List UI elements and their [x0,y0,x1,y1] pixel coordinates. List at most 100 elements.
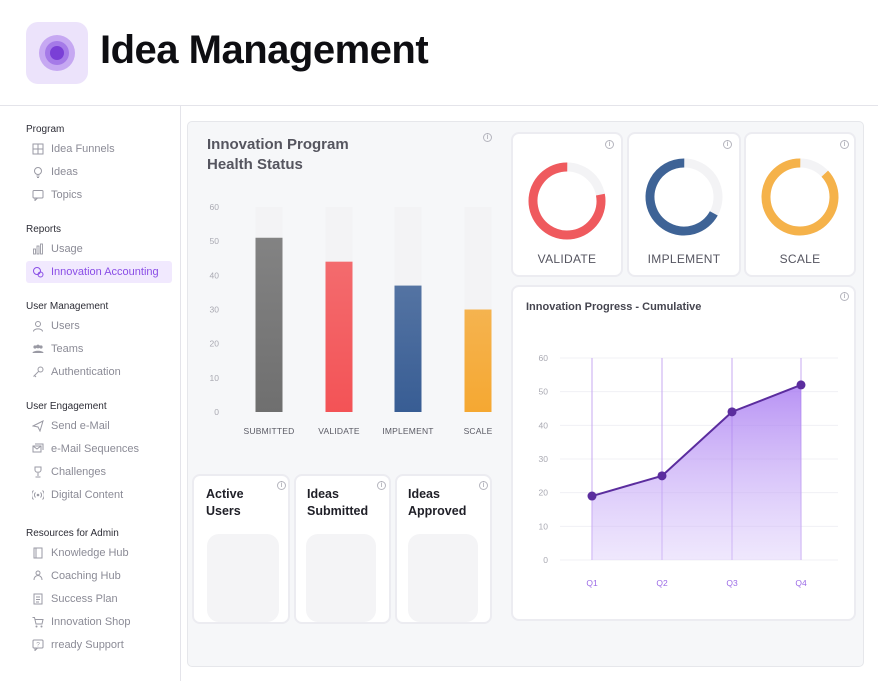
sidebar-item-users[interactable]: Users [26,315,172,337]
y-tick-label: 60 [210,202,220,212]
sidebar-item-label: Challenges [51,466,107,478]
sidebar-item-usage[interactable]: Usage [26,238,172,260]
book-icon [32,547,44,559]
x-tick-label: IMPLEMENT [382,426,433,436]
sidebar-item-coaching-hub[interactable]: Coaching Hub [26,565,172,587]
y-tick-label: 10 [210,373,220,383]
x-tick-label: SUBMITTED [244,426,295,436]
chat-icon [32,189,44,202]
y-tick-label: 0 [214,407,219,417]
stat-title-active-users: Active Users [206,487,244,518]
sidebar-section-user-engagement: User Engagement [26,401,107,412]
health-status-bar-chart: 0 10 20 30 40 50 60 SUBMITTED VALIDATE IMPLEMENT S… [210,202,493,436]
donut-label-implement: IMPLEMENT [647,252,721,266]
mail-sequence-icon [32,443,44,455]
sidebar-item-teams[interactable]: Teams [26,338,172,360]
y-tick-label: 20 [539,488,549,498]
sidebar-item-label: Ideas [51,166,78,178]
sidebar-section-user-management: User Management [26,301,109,312]
innovation-progress-title: Innovation Progress - Cumulative [526,301,702,313]
sidebar-item-label: Digital Content [51,489,124,501]
data-point-q1 [587,491,597,501]
y-tick-label: 30 [539,454,549,464]
info-icon[interactable]: i [277,481,286,490]
area-line [591,384,802,497]
sidebar-item-send-email[interactable]: Send e-Mail [26,415,172,437]
sidebar-item-label: e-Mail Sequences [51,443,140,455]
svg-text:?: ? [36,642,40,649]
sidebar-item-label: rready Support [51,639,124,651]
lightbulb-icon [32,166,44,178]
donut-arc-validate [528,162,606,240]
broadcast-icon [31,489,45,501]
bar-scale [464,309,492,412]
stat-value-placeholder [306,534,376,622]
sidebar-item-innovation-accounting[interactable]: Innovation Accounting [26,261,172,283]
sidebar-item-authentication[interactable]: Authentication [26,361,172,383]
stat-title-ideas-submitted: Ideas Submitted [307,487,369,518]
sidebar-item-label: Users [51,320,80,332]
sidebar-item-ideas[interactable]: Ideas [26,161,172,183]
info-icon[interactable]: i [605,140,614,149]
sidebar-item-digital-content[interactable]: Digital Content [26,484,172,506]
donut-label-scale: SCALE [779,252,821,266]
sidebar-section-program: Program [26,124,65,135]
sidebar [0,106,181,681]
data-point-q4 [796,380,806,390]
info-icon[interactable]: i [840,140,849,149]
cart-icon [32,616,44,628]
coaching-icon [32,570,44,582]
user-icon [32,320,44,332]
sidebar-section-reports: Reports [26,224,62,235]
innovation-progress-area-chart: 0 10 20 30 40 50 60 Q1 Q2 Q3 Q4 [539,353,838,588]
sidebar-item-label: Coaching Hub [51,570,121,582]
data-point-q2 [657,471,667,481]
sidebar-item-success-plan[interactable]: Success Plan [26,588,172,610]
sidebar-item-label: Topics [51,189,83,201]
trophy-icon [32,466,44,478]
key-icon [32,366,44,378]
sidebar-item-challenges[interactable]: Challenges [26,461,172,483]
area-fill [592,384,801,560]
x-tick-label: SCALE [464,426,493,436]
stat-value-placeholder [408,534,478,622]
y-tick-label: 40 [210,270,220,280]
y-tick-label: 0 [543,555,548,565]
help-chat-icon: ? [32,639,44,652]
grid-icon [32,143,44,155]
implement-donut [645,158,723,236]
sidebar-item-label: Authentication [51,366,121,378]
sidebar-item-innovation-shop[interactable]: Innovation Shop [26,611,172,633]
info-icon[interactable]: i [723,140,732,149]
accounting-icon [32,266,44,278]
document-icon [32,593,44,605]
info-icon[interactable]: i [840,292,849,301]
sidebar-item-knowledge-hub[interactable]: Knowledge Hub [26,542,172,564]
sidebar-item-label: Send e-Mail [51,420,110,432]
sidebar-item-rready-support[interactable]: ? rready Support [26,634,172,656]
y-tick-label: 40 [539,420,549,430]
info-icon[interactable]: i [483,133,492,142]
info-icon[interactable]: i [377,481,386,490]
data-point-q3 [727,407,737,417]
x-tick-label: Q4 [795,578,807,588]
health-status-title: Innovation Program Health Status [207,136,349,173]
app-logo [26,22,88,84]
info-icon[interactable]: i [479,481,488,490]
sidebar-item-label: Innovation Accounting [51,266,159,278]
header-divider [0,105,878,106]
x-tick-label: Q3 [726,578,738,588]
sidebar-item-label: Success Plan [51,593,118,605]
sidebar-item-topics[interactable]: Topics [26,184,172,206]
sidebar-item-email-sequences[interactable]: e-Mail Sequences [26,438,172,460]
y-tick-label: 10 [539,521,549,531]
sidebar-item-idea-funnels[interactable]: Idea Funnels [26,138,172,160]
y-tick-label: 50 [210,236,220,246]
stat-title-ideas-approved: Ideas Approved [408,487,467,518]
bar-validate [325,261,353,412]
y-tick-label: 60 [539,353,549,363]
donut-arc-scale [761,158,839,236]
sidebar-item-label: Teams [51,343,84,355]
bar-submitted [255,237,283,412]
y-tick-label: 20 [210,339,220,349]
